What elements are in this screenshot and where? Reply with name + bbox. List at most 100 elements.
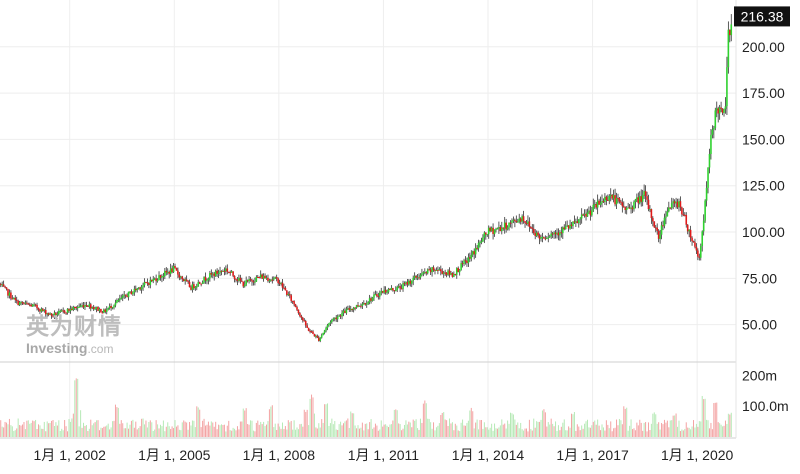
candle bbox=[310, 330, 313, 333]
volume-bar bbox=[549, 424, 551, 437]
volume-bar bbox=[255, 422, 257, 437]
volume-bar bbox=[203, 418, 205, 437]
volume-bar bbox=[685, 422, 687, 437]
candle bbox=[422, 271, 425, 277]
candle bbox=[137, 287, 140, 290]
volume-bar bbox=[303, 409, 305, 437]
volume-bar bbox=[32, 420, 34, 437]
volume-bar bbox=[244, 410, 246, 437]
volume-bar bbox=[406, 424, 408, 437]
candle bbox=[561, 226, 564, 240]
candle bbox=[673, 199, 676, 208]
candle bbox=[322, 332, 324, 336]
candle bbox=[56, 311, 59, 317]
volume-bar bbox=[383, 424, 385, 437]
candle bbox=[63, 309, 66, 314]
volume-bar bbox=[13, 430, 15, 437]
candle bbox=[136, 287, 139, 293]
volume-bar bbox=[586, 419, 588, 437]
candle bbox=[397, 283, 400, 289]
volume-bar bbox=[433, 422, 435, 437]
volume-bar bbox=[389, 424, 391, 437]
candle bbox=[550, 230, 552, 239]
volume-bar bbox=[23, 422, 25, 437]
volume-bar bbox=[527, 431, 529, 437]
volume-bar bbox=[399, 424, 401, 437]
volume-bar bbox=[665, 422, 667, 437]
volume-bar bbox=[707, 420, 709, 437]
volume-bar bbox=[335, 429, 337, 437]
candle bbox=[339, 314, 342, 319]
candle bbox=[502, 227, 505, 231]
candle bbox=[516, 218, 519, 223]
candle bbox=[482, 234, 484, 242]
candle bbox=[727, 21, 730, 74]
candle bbox=[721, 108, 724, 116]
candle bbox=[729, 29, 731, 43]
candle bbox=[114, 299, 117, 308]
volume-bar bbox=[536, 421, 538, 437]
candle bbox=[177, 267, 179, 279]
volume-bar bbox=[122, 423, 124, 437]
volume-bar bbox=[308, 425, 310, 437]
candle bbox=[652, 216, 654, 227]
volume-bar bbox=[630, 419, 632, 437]
candle bbox=[403, 281, 406, 287]
volume-bar bbox=[411, 427, 413, 437]
candle bbox=[307, 327, 310, 332]
volume-bar bbox=[297, 429, 299, 437]
volume-bar bbox=[71, 418, 73, 437]
candle bbox=[527, 215, 529, 227]
volume-bar bbox=[530, 428, 532, 437]
volume-bar bbox=[112, 421, 114, 437]
candle bbox=[132, 291, 134, 296]
volume-bar bbox=[74, 380, 76, 437]
volume-bar bbox=[719, 423, 721, 437]
volume-bar bbox=[466, 422, 468, 437]
candle bbox=[76, 305, 79, 312]
candle bbox=[239, 274, 242, 284]
candle bbox=[140, 284, 143, 294]
volume-bar bbox=[119, 423, 121, 437]
volume-bar bbox=[441, 412, 443, 437]
volume-bar bbox=[123, 428, 125, 437]
volume-bar bbox=[553, 426, 555, 437]
candle bbox=[515, 215, 518, 223]
candle bbox=[521, 214, 523, 225]
volume-bar bbox=[618, 418, 620, 437]
volume-bar bbox=[328, 425, 330, 437]
volume-bar bbox=[428, 418, 430, 437]
candle bbox=[586, 208, 589, 217]
candle bbox=[647, 194, 650, 212]
candle bbox=[30, 303, 33, 307]
volume-bar bbox=[591, 425, 593, 437]
volume-bar bbox=[59, 430, 61, 437]
volume-bar bbox=[46, 421, 48, 437]
candle bbox=[553, 230, 555, 239]
candle bbox=[688, 229, 690, 238]
candle bbox=[644, 185, 647, 203]
volume-bar bbox=[419, 418, 421, 437]
volume-bar bbox=[716, 402, 718, 437]
candle bbox=[58, 308, 60, 316]
volume-bar bbox=[191, 420, 193, 437]
volume-bar bbox=[263, 421, 265, 437]
candle bbox=[535, 230, 538, 238]
candle bbox=[476, 245, 478, 251]
candle bbox=[200, 283, 202, 287]
candle bbox=[187, 280, 189, 284]
candle bbox=[267, 274, 269, 283]
candle bbox=[396, 285, 399, 293]
candle bbox=[272, 276, 275, 282]
volume-bar bbox=[643, 422, 645, 437]
volume-bar bbox=[595, 424, 597, 437]
candle bbox=[238, 274, 240, 283]
volume-bar bbox=[575, 430, 577, 437]
volume-bar bbox=[113, 420, 115, 437]
volume-bar bbox=[485, 427, 487, 437]
volume-bar bbox=[722, 426, 724, 437]
volume-bar bbox=[27, 420, 29, 437]
volume-bar bbox=[650, 423, 652, 437]
candle bbox=[73, 306, 76, 310]
volume-bar bbox=[608, 428, 610, 437]
